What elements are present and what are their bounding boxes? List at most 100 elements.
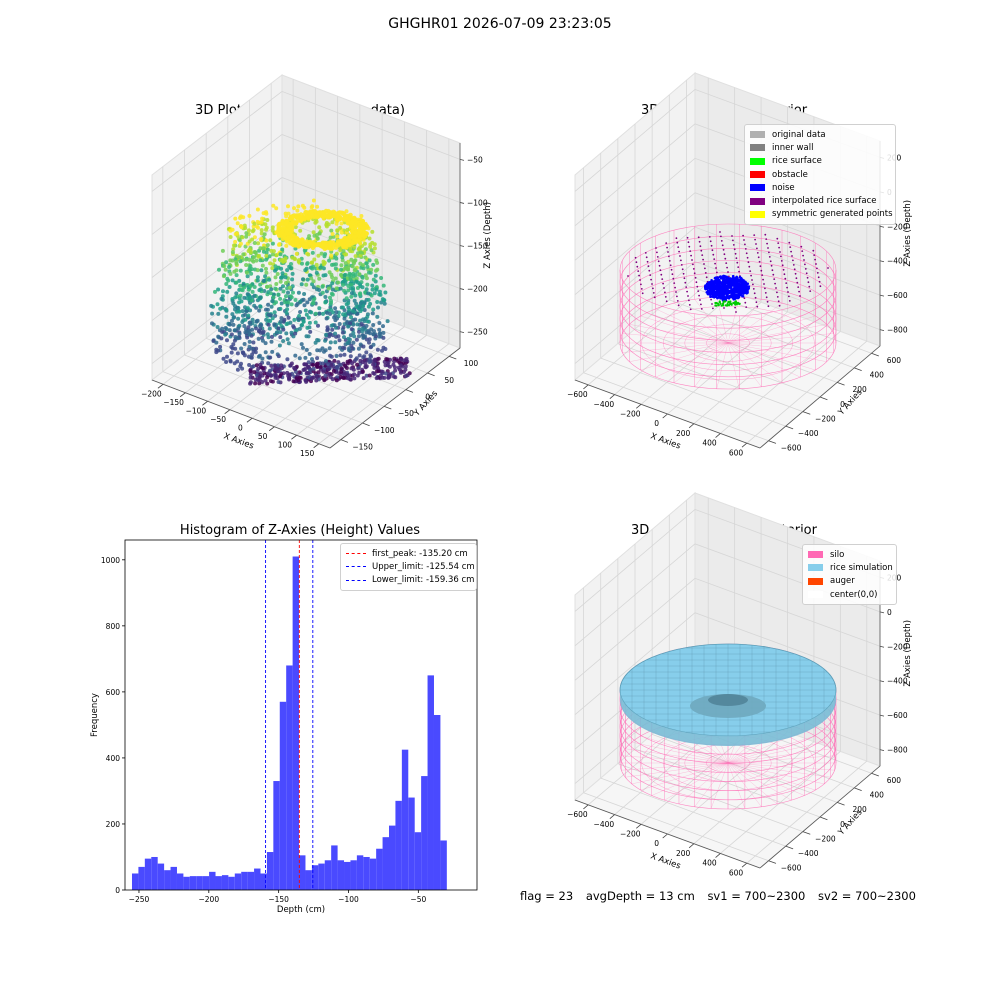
p1-point	[276, 226, 281, 231]
p1-point	[379, 276, 384, 280]
p1-point	[245, 292, 250, 297]
p1-point	[303, 268, 308, 273]
p1-point	[231, 247, 236, 252]
p1-point	[313, 320, 318, 325]
p1-point	[260, 356, 265, 361]
p1-point	[299, 342, 304, 347]
p1-point	[326, 286, 331, 291]
p1-point	[311, 366, 316, 371]
p1-point	[290, 215, 295, 220]
p1-point	[371, 332, 376, 337]
p1-point	[333, 340, 338, 345]
p1-point	[346, 301, 351, 306]
legend-label: rice simulation	[830, 562, 893, 573]
p1-point	[312, 209, 318, 214]
legend-label: center(0,0)	[830, 589, 878, 600]
p1-point	[391, 374, 396, 379]
p1-point	[287, 372, 292, 377]
p1-xtick-label: −100	[186, 406, 207, 415]
p1-point	[285, 268, 290, 273]
p1-point	[329, 323, 334, 328]
p1-point	[372, 359, 377, 363]
p1-point	[369, 267, 374, 272]
p1-point	[352, 372, 357, 377]
p1-point	[266, 302, 271, 307]
p1-point	[268, 355, 273, 360]
p1-point	[350, 361, 354, 366]
p1-point	[345, 319, 350, 324]
legend-swatch	[750, 131, 765, 139]
p1-point	[398, 363, 403, 368]
p1-point	[238, 259, 243, 264]
p1-point	[293, 225, 298, 230]
p1-point	[268, 291, 273, 296]
p1-point	[235, 351, 240, 356]
legend-item: rice simulation	[808, 561, 893, 574]
p1-point	[398, 370, 403, 375]
p1-point	[360, 369, 365, 374]
p1-point	[235, 221, 240, 226]
p1-tick-x	[202, 400, 208, 406]
p1-point	[392, 356, 397, 361]
p1-point	[272, 258, 277, 263]
legend-item: obstacle	[750, 168, 890, 181]
p1-point	[356, 247, 361, 252]
p1-tick-x	[313, 443, 320, 449]
p1-point	[267, 277, 272, 282]
p1-point	[321, 240, 327, 245]
p1-point	[382, 301, 387, 306]
p1-point	[295, 208, 300, 213]
p1-point	[377, 321, 382, 325]
p1-point	[360, 360, 365, 364]
p1-point	[320, 284, 325, 289]
p1-point	[329, 253, 334, 258]
p1-point	[298, 310, 303, 314]
p1-point	[312, 233, 317, 238]
p1-point	[228, 359, 233, 364]
p1-point	[292, 206, 296, 211]
p1-point	[367, 258, 372, 263]
p1-point	[230, 250, 235, 255]
p1-point	[271, 249, 276, 254]
p1-point	[236, 316, 241, 321]
p1-point	[375, 300, 380, 304]
p1-point	[341, 345, 346, 350]
p1-point	[336, 280, 341, 285]
p1-point	[289, 302, 294, 307]
p1-point	[229, 332, 234, 337]
p1-point	[314, 374, 319, 379]
panel3-title: Histogram of Z-Axies (Height) Values	[179, 523, 421, 538]
p1-point	[301, 319, 306, 324]
p1-point	[278, 279, 283, 284]
p1-point	[270, 241, 275, 246]
p1-point	[228, 228, 233, 233]
p1-point	[268, 261, 273, 266]
p1-point	[274, 230, 279, 235]
legend-item: first_peak: -135.20 cm	[346, 547, 471, 560]
p1-point	[361, 355, 366, 360]
p1-point	[349, 343, 354, 348]
p1-points	[209, 198, 412, 386]
sv2-text: sv2 = 700~2300	[818, 889, 916, 903]
p1-ztick-label: −200	[467, 285, 488, 294]
p1-point	[366, 304, 371, 309]
p1-point	[328, 311, 333, 316]
p1-point	[358, 261, 363, 266]
p1-point	[377, 292, 382, 297]
p1-point	[294, 303, 299, 308]
p1-point	[277, 242, 282, 247]
p1-point	[357, 353, 362, 358]
p1-point	[301, 297, 306, 302]
p1-point	[220, 326, 225, 331]
flag-text: flag = 23	[520, 889, 574, 903]
p1-point	[245, 270, 249, 275]
p1-point	[240, 235, 245, 240]
p1-point	[355, 311, 360, 316]
p1-point	[327, 346, 332, 351]
p1-point	[247, 320, 252, 325]
p1-point	[228, 235, 233, 239]
p1-point	[377, 327, 382, 332]
p1-point	[274, 267, 278, 272]
p1-point	[235, 367, 240, 372]
p1-point	[311, 301, 316, 306]
